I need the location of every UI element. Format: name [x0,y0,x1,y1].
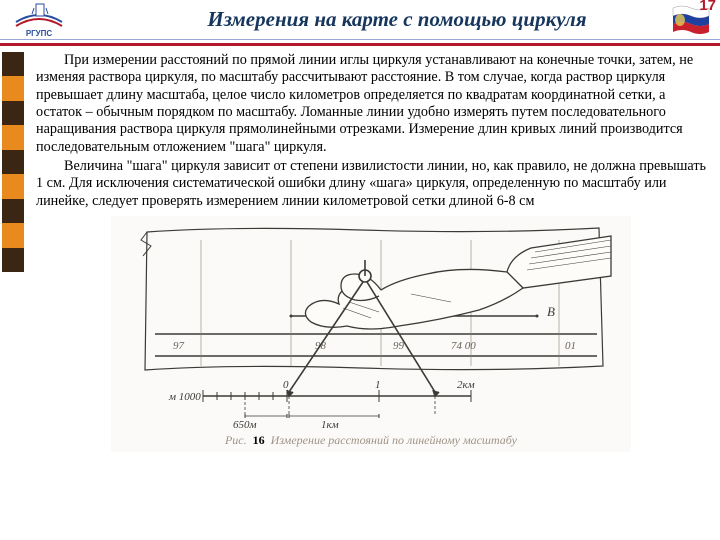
svg-text:1км: 1км [321,419,339,431]
figure-caption-text: Измерение расстояний по линейному масшта… [271,433,517,448]
paragraph-2: Величина "шага" циркуля зависит от степе… [36,158,706,210]
page-number: 17 [699,0,716,13]
svg-text:м 1000: м 1000 [168,391,201,403]
linear-scale: м 1000 0 1 2км 650м 1км [168,379,475,431]
slide-content: При измерении расстояний по прямой линии… [24,46,720,540]
svg-text:99: 99 [393,340,405,352]
svg-text:0: 0 [283,379,289,391]
george-ribbon [2,52,24,272]
university-logo: РГУПС [8,0,70,40]
figure-number: 16 [253,433,265,448]
slide-title: Измерения на карте с помощью циркуля [70,7,720,32]
svg-text:1: 1 [375,379,381,391]
svg-text:2км: 2км [457,379,475,391]
slide-header: РГУПС Измерения на карте с помощью цирку… [0,0,720,46]
svg-text:74 00: 74 00 [451,340,476,352]
compass-illustration: A B 97 98 99 74 00 01 [111,216,631,452]
svg-text:РГУПС: РГУПС [26,29,53,38]
svg-text:97: 97 [173,340,185,352]
figure-container: A B 97 98 99 74 00 01 [36,216,706,452]
hand-drawing [305,236,611,329]
figure-caption: Рис. 16 Измерение расстояний по линейном… [111,433,631,448]
paragraph-1: При измерении расстояний по прямой линии… [36,52,706,156]
figure-prefix: Рис. [225,433,247,448]
svg-text:B: B [547,304,555,319]
svg-text:01: 01 [565,340,576,352]
svg-text:650м: 650м [233,419,257,431]
